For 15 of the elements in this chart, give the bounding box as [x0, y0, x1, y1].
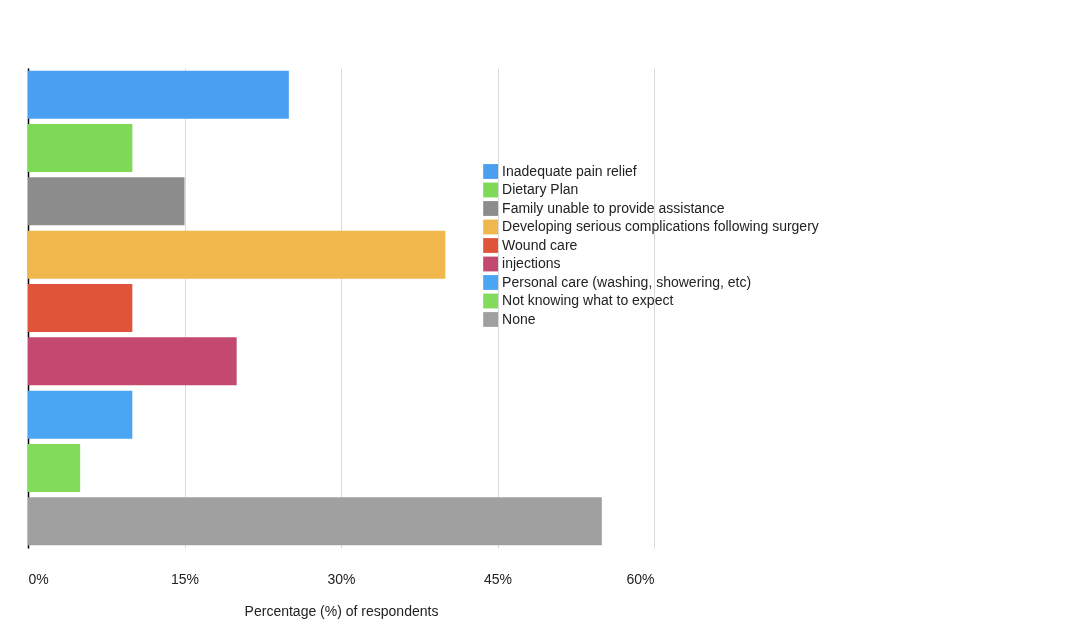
legend-label: injections: [502, 255, 561, 271]
legend-label: Wound care: [502, 236, 578, 253]
x-axis-title: Percentage (%) of respondents: [244, 602, 439, 619]
x-tick-label: 45%: [483, 570, 513, 587]
x-tick-label: 30%: [327, 570, 356, 587]
x-tick-label: 15%: [170, 570, 200, 587]
legend-label: Family unable to provide assistance: [502, 199, 725, 216]
legend-label: Inadequate pain relief: [502, 162, 637, 179]
legend-label: Dietary Plan: [502, 181, 579, 197]
x-tick-label: 60%: [626, 570, 655, 587]
legend-label: Not knowing what to expect: [502, 292, 674, 308]
x-tick-label: 0%: [28, 570, 49, 587]
legend-label: Personal care (washing, showering, etc): [502, 273, 752, 290]
legend-label: None: [502, 310, 536, 327]
legend-label: Developing serious complications following surgery: [502, 218, 819, 234]
